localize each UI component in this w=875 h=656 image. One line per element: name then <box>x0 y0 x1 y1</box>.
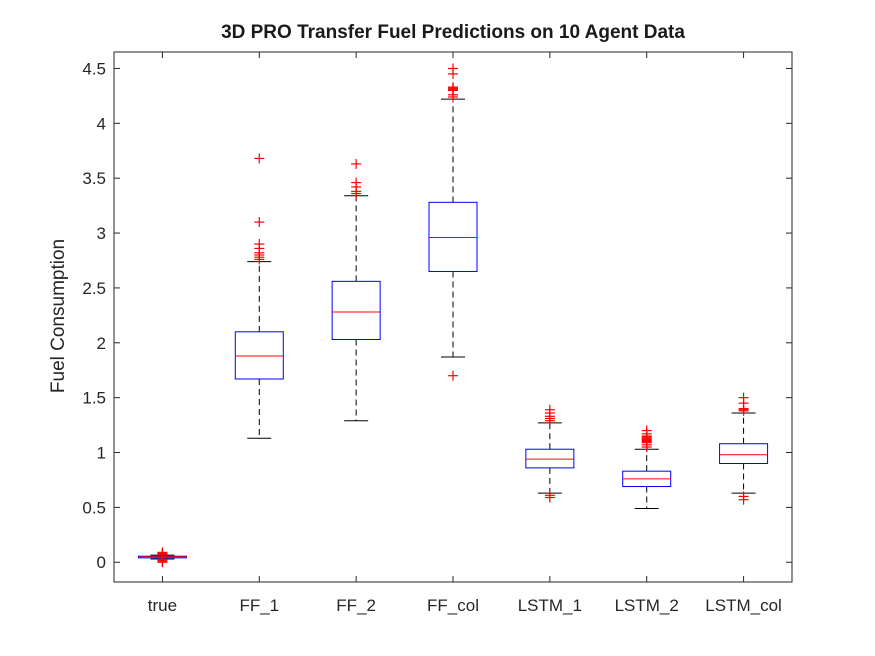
x-tick-label: LSTM_1 <box>518 596 582 615</box>
box-iqr <box>234 331 284 380</box>
x-tick-label: FF_2 <box>336 596 376 615</box>
x-tick-label: true <box>148 596 177 615</box>
y-tick-label: 3 <box>97 224 106 243</box>
box-iqr <box>525 448 575 469</box>
y-tick-label: 0 <box>97 553 106 572</box>
x-tick-label: LSTM_2 <box>615 596 679 615</box>
y-tick-label: 2.5 <box>82 279 106 298</box>
y-axis-label: Fuel Consumption <box>48 239 69 393</box>
plot-area: 0 0.5 1 1.5 2 2.5 3 3.5 4 4.5 true FF_1 FF_2 FF_col LS… <box>82 51 793 615</box>
y-tick-label: 0.5 <box>82 498 106 517</box>
chart-title: 3D PRO Transfer Fuel Predictions on 10 A… <box>221 22 685 43</box>
box-iqr <box>719 443 769 464</box>
x-tick-label: FF_1 <box>239 596 279 615</box>
x-tick-label: FF_col <box>427 596 479 615</box>
y-tick-label: 2 <box>97 334 106 353</box>
y-tick-label: 3.5 <box>82 169 106 188</box>
y-tick-label: 4 <box>97 114 106 133</box>
y-tick-label: 4.5 <box>82 59 106 78</box>
y-tick-label: 1 <box>97 444 106 463</box>
box-iqr <box>331 280 381 340</box>
x-tick-label: LSTM_col <box>705 596 782 615</box>
box-iqr <box>428 201 478 272</box>
y-tick-label: 1.5 <box>82 389 106 408</box>
